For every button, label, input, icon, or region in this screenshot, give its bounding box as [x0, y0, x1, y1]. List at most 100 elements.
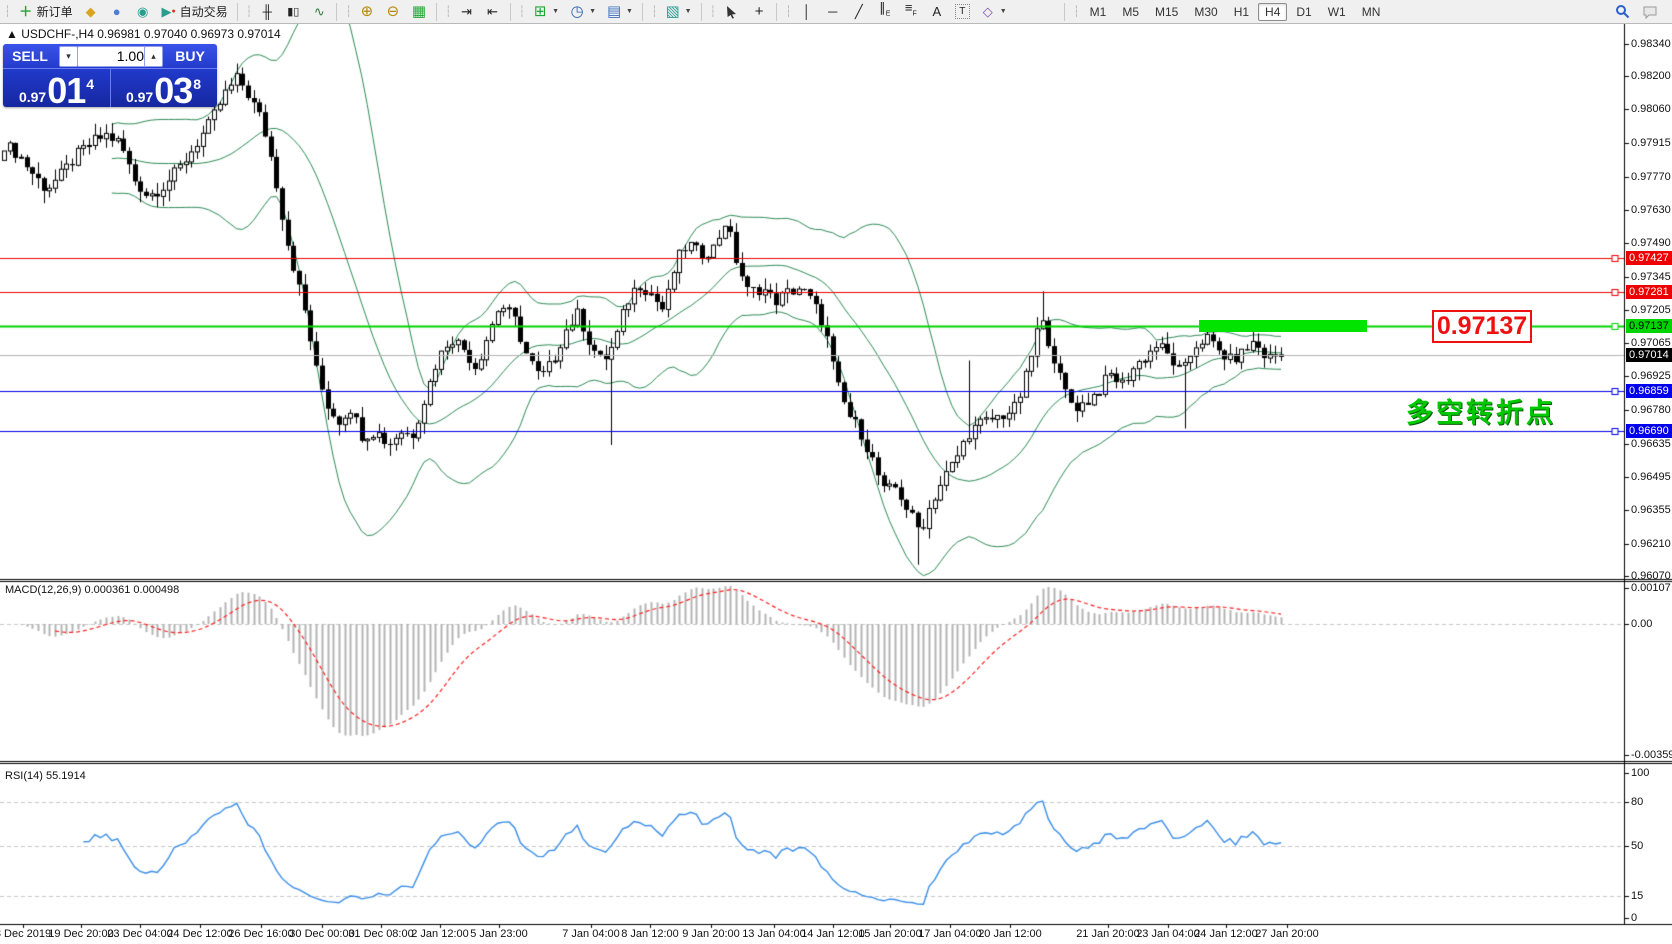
templates-button[interactable]: ▤ ▼: [606, 2, 633, 20]
price-badge: 0.97014: [1626, 347, 1672, 362]
horizontal-line-button[interactable]: ─: [820, 1, 846, 23]
volume-input[interactable]: 1.00: [77, 46, 151, 67]
y-axis-label: 0.97205: [1631, 304, 1671, 317]
autotrading-button[interactable]: ▶● 自动交易: [156, 1, 233, 23]
trendline-icon: ╱: [854, 3, 863, 19]
periods-button[interactable]: ◷ ▼: [570, 2, 597, 20]
timeframe-m5[interactable]: M5: [1122, 4, 1139, 19]
y-axis-label: 0.96925: [1631, 369, 1671, 382]
rsi-axis-label: 50: [1631, 839, 1644, 852]
turning-point-annotation[interactable]: 多空转折点: [1406, 398, 1556, 428]
y-axis-label: 0.97770: [1631, 171, 1671, 184]
vertical-line-icon: │: [802, 3, 811, 19]
x-axis-label: 8 Dec 2019: [0, 928, 52, 940]
signals-icon: ◉: [136, 3, 149, 19]
channel-button[interactable]: ∥E: [872, 0, 898, 23]
timeframe-h1[interactable]: H1: [1233, 4, 1250, 19]
crosshair-icon: +: [754, 2, 764, 20]
quote-panel-top-row: [3, 44, 217, 69]
timeframe-m15[interactable]: M15: [1155, 4, 1179, 19]
y-axis-label: 0.97630: [1631, 204, 1671, 217]
zoom-in-button[interactable]: ⊕: [354, 1, 380, 23]
line-chart-icon: ∿: [313, 3, 325, 19]
bar-chart-icon: ╫: [262, 3, 272, 19]
channel-icon: ∥E: [879, 0, 891, 18]
candlestick-chart-button[interactable]: ▮▯: [280, 1, 306, 23]
market-watch-button[interactable]: ●: [104, 1, 130, 23]
new-order-icon: ＋: [19, 3, 33, 19]
x-axis-label: 19 Dec 20:00: [48, 928, 114, 940]
timeframe-m1[interactable]: M1: [1089, 4, 1107, 19]
sell-price[interactable]: 0.97 01 4: [3, 69, 111, 107]
x-axis-label: 13 Jan 04:00: [742, 928, 806, 940]
candlestick-chart-icon: ▮▯: [287, 5, 300, 18]
buy-price-base: 0.97: [125, 89, 154, 105]
rsi-axis-label: 0: [1631, 912, 1638, 924]
timeframe-h4[interactable]: H4: [1258, 2, 1288, 21]
rsi-axis-label: 100: [1631, 767, 1650, 779]
y-axis-label: 0.98060: [1631, 103, 1671, 116]
text-label-icon: T: [954, 4, 970, 19]
auto-scroll-icon: ⇤: [487, 3, 498, 19]
price-badge: 0.97427: [1626, 250, 1672, 265]
sell-price-base: 0.97: [18, 89, 47, 105]
y-axis-label: 0.96210: [1631, 537, 1671, 550]
fibonacci-button[interactable]: ≡F: [898, 0, 924, 23]
crosshair-button[interactable]: +: [746, 1, 772, 23]
chart-shift-button[interactable]: ⇥: [454, 1, 480, 23]
buy-price[interactable]: 0.97 03 8: [110, 69, 217, 108]
price-badge: 0.97137: [1626, 319, 1672, 333]
y-axis-label: 0.96780: [1631, 403, 1671, 416]
auto-scroll-button[interactable]: ⇤: [480, 1, 506, 23]
tile-windows-button[interactable]: ▦: [406, 1, 432, 23]
y-axis-label: 0.96635: [1631, 437, 1671, 450]
line-chart-button[interactable]: ∿: [306, 1, 332, 23]
price-badge: 0.96859: [1626, 384, 1672, 399]
timeframe-d1[interactable]: D1: [1296, 4, 1312, 19]
search-icon: [1613, 3, 1631, 21]
green-highlight-bar[interactable]: [1199, 320, 1367, 332]
y-axis-label: 0.98200: [1631, 70, 1671, 83]
trendline-button[interactable]: ╱: [846, 1, 872, 23]
text-button[interactable]: A: [924, 1, 950, 23]
zoom-out-icon: ⊖: [386, 2, 400, 20]
one-click-trading-panel: SELL ▾ 1.00 ▴ BUY 0.97 01 4 0.97 03 8: [3, 44, 217, 107]
timeframe-w1[interactable]: W1: [1327, 4, 1346, 19]
chat-button[interactable]: [1636, 1, 1664, 23]
volume-increase-button[interactable]: ▴: [144, 46, 163, 67]
buy-button[interactable]: BUY: [175, 48, 205, 64]
text-label-button[interactable]: T: [950, 1, 975, 23]
buy-price-big: 03: [154, 70, 193, 108]
timeframe-mn[interactable]: MN: [1361, 4, 1381, 19]
new-order-button[interactable]: ＋ 新订单: [13, 1, 78, 23]
x-axis-label: 5 Jan 23:00: [470, 928, 528, 940]
search-button[interactable]: [1608, 1, 1636, 23]
autotrading-label: 自动交易: [179, 5, 228, 19]
signals-button[interactable]: ◉: [130, 1, 156, 23]
periods-icon: ◷: [570, 2, 584, 20]
shapes-button[interactable]: ◇ ▼: [975, 1, 1012, 23]
chart-window-button[interactable]: ▧ ▼: [665, 2, 692, 20]
macd-axis-label: 0.00107: [1631, 582, 1671, 594]
x-axis-label: 2 Jan 12:00: [411, 928, 469, 940]
y-axis-label: 0.97065: [1631, 336, 1671, 349]
profiles-button[interactable]: ◆: [78, 1, 104, 23]
x-axis-label: 20 Jan 12:00: [978, 928, 1042, 940]
toolbar-grip[interactable]: ┆: [4, 6, 11, 18]
x-axis-label: 17 Jan 04:00: [918, 928, 982, 940]
vertical-line-button[interactable]: │: [794, 1, 820, 23]
chart-window-icon: ▧: [665, 2, 680, 20]
cursor-button[interactable]: [718, 1, 746, 23]
y-axis-label: 0.97915: [1631, 137, 1671, 150]
price-label-box[interactable]: 0.97137: [1432, 310, 1532, 343]
zoom-out-button[interactable]: ⊖: [380, 1, 406, 23]
bar-chart-button[interactable]: ╫: [254, 1, 280, 23]
sell-button[interactable]: SELL: [12, 48, 48, 64]
add-indicator-button[interactable]: ⊞ ▼: [533, 2, 560, 20]
timeframe-m30[interactable]: M30: [1194, 4, 1218, 19]
zoom-in-icon: ⊕: [360, 2, 374, 20]
timeframe-group: M1 M5 M15 M30 H1 H4 D1 W1 MN: [1082, 2, 1389, 21]
macd-axis-label: 0.00: [1631, 618, 1653, 630]
volume-decrease-button[interactable]: ▾: [59, 46, 78, 67]
